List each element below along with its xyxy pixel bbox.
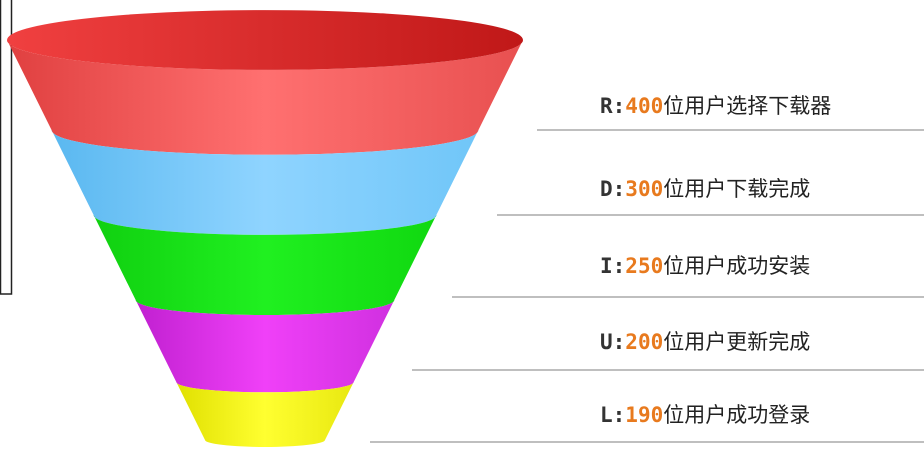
stage-text: 位用户选择下载器 bbox=[663, 94, 831, 118]
stage-letter: U: bbox=[600, 330, 625, 354]
stage-text: 位用户成功安装 bbox=[663, 254, 810, 278]
funnel-diagram: R:400位用户选择下载器D:300位用户下载完成I:250位用户成功安装U:2… bbox=[0, 0, 924, 459]
stage-label: L:190位用户成功登录 bbox=[600, 403, 810, 427]
stage-count: 190 bbox=[625, 403, 663, 427]
funnel bbox=[7, 10, 523, 447]
stage-label: D:300位用户下载完成 bbox=[600, 177, 810, 201]
stage-text: 位用户下载完成 bbox=[663, 177, 810, 201]
stage-label: R:400位用户选择下载器 bbox=[600, 94, 831, 118]
stage-label: I:250位用户成功安装 bbox=[600, 254, 810, 278]
stage-letter: I: bbox=[600, 254, 625, 278]
stage-count: 300 bbox=[625, 177, 663, 201]
stage-count: 400 bbox=[625, 94, 663, 118]
stage-label: U:200位用户更新完成 bbox=[600, 330, 810, 354]
stage-text: 位用户成功登录 bbox=[663, 403, 810, 427]
stage-letter: D: bbox=[600, 177, 625, 201]
stage-count: 200 bbox=[625, 330, 663, 354]
stage-letter: R: bbox=[600, 94, 625, 118]
stage-text: 位用户更新完成 bbox=[663, 330, 810, 354]
stage-letter: L: bbox=[600, 403, 625, 427]
funnel-top bbox=[7, 10, 523, 70]
stage-count: 250 bbox=[625, 254, 663, 278]
